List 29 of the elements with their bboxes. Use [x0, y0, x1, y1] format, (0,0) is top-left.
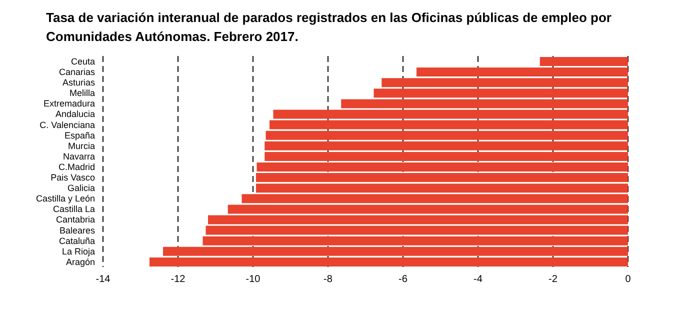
x-tick-label: -10 — [246, 274, 261, 286]
y-tick-label: Aragón — [66, 256, 95, 267]
x-tick-label: -6 — [398, 274, 408, 286]
y-tick-label: C.Madrid — [58, 162, 95, 172]
y-tick-label: Galicia — [67, 183, 95, 194]
y-tick-label: Canarias — [58, 67, 96, 78]
x-tick-label: -8 — [324, 274, 333, 286]
y-tick-label: Cataluña — [58, 236, 95, 246]
y-tick-label: Castilla La — [52, 204, 95, 214]
y-tick-label: Pais Vasco — [50, 172, 95, 183]
y-tick-label: Murcia — [68, 140, 95, 151]
y-tick-label: Extremadura — [43, 98, 95, 109]
y-tick-label: Andalucia — [55, 109, 95, 120]
y-tick-label: España — [64, 130, 95, 140]
x-tick-label: 0 — [625, 274, 632, 286]
x-tick-label: -14 — [96, 274, 111, 286]
x-tick-label: -4 — [474, 274, 483, 286]
y-tick-label: Cantabria — [56, 214, 95, 225]
y-tick-label: La Rioja — [62, 246, 95, 256]
y-tick-label: Ceuta — [70, 56, 95, 66]
x-tick-label: -2 — [548, 274, 558, 286]
chart-title: Tasa de variación interanual de parados registrados en las Oficinas públicas de empleo por Comunidades Autónomas. Febrero 2017. — [46, 9, 612, 46]
y-tick-label: Castilla y León — [36, 194, 95, 204]
y-tick-label: Navarra — [62, 151, 95, 162]
y-tick-label: Baleares — [59, 225, 96, 236]
x-tick-label: -12 — [170, 274, 186, 286]
y-tick-label: C. Valenciana — [40, 120, 95, 130]
y-tick-label: Melilla — [69, 88, 95, 98]
y-tick-label: Asturias — [62, 78, 96, 88]
